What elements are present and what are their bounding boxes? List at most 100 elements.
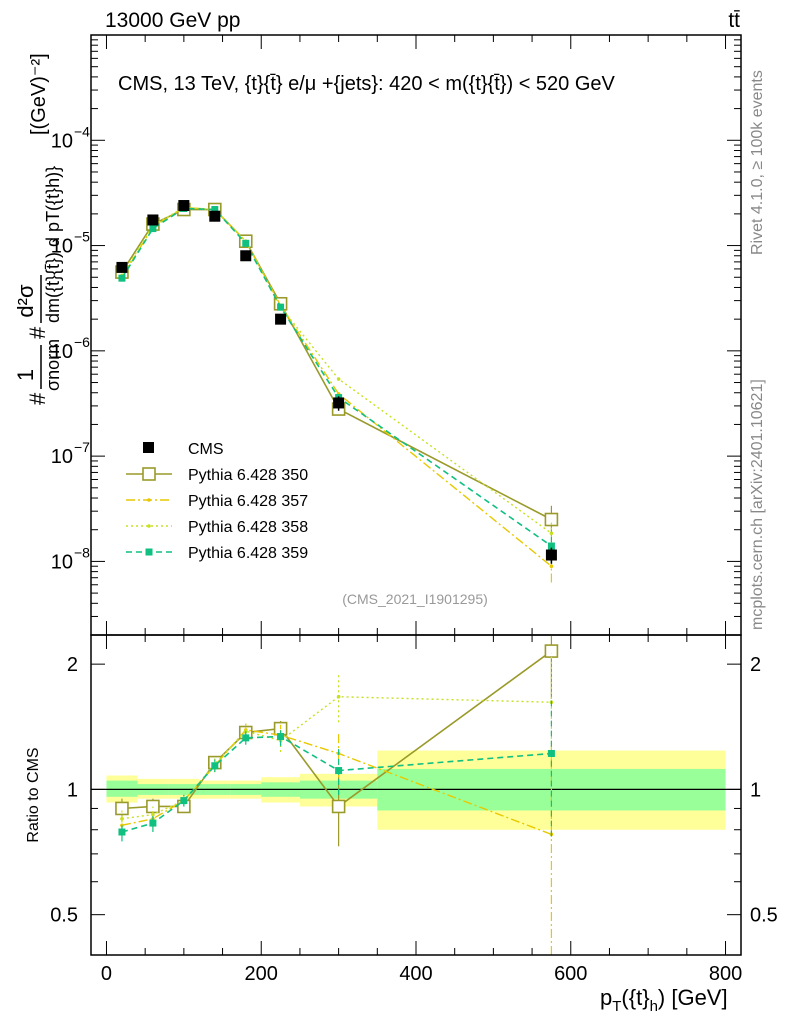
series-point-p359 bbox=[118, 274, 126, 282]
series-point-p357 bbox=[549, 564, 554, 569]
ratio-point-p358 bbox=[120, 816, 124, 821]
ratio-point-p350 bbox=[544, 644, 559, 658]
main-y-tick-exponent: −6 bbox=[74, 334, 90, 350]
ratio-y-tick-label-right: 1 bbox=[750, 779, 761, 801]
ratio-point-p357 bbox=[120, 823, 124, 828]
main-panel: 10−810−710−610−510−4 CMS, 13 TeV, {t}{t̄… bbox=[13, 34, 742, 636]
ratio-panel: 0.5 0.5 1 1 2 2 0 200 400 600 800 Ratio to CMS pT… bbox=[25, 634, 778, 1015]
ratio-x-tick-label: 200 bbox=[245, 963, 278, 985]
legend-label-cms: CMS bbox=[188, 441, 224, 458]
series-line-p358 bbox=[121, 206, 552, 534]
ratio-x-tick-label: 600 bbox=[554, 963, 587, 985]
series-point-p359 bbox=[242, 239, 250, 247]
svg-text:pT({t}h) [GeV]: pT({t}h) [GeV] bbox=[600, 985, 728, 1015]
cms-point bbox=[275, 313, 287, 325]
x-axis-label: pT({t}h) [GeV] bbox=[600, 985, 728, 1015]
series-line-p357 bbox=[121, 206, 552, 567]
ratio-y-tick-label-left: 1 bbox=[67, 779, 78, 801]
ratio-point-p359 bbox=[118, 828, 126, 836]
main-y-ticks: 10−810−710−610−510−4 bbox=[51, 39, 741, 636]
series-point-p358 bbox=[549, 531, 554, 536]
ratio-plot-area bbox=[115, 635, 559, 955]
main-y-tick-label: 10 bbox=[51, 446, 73, 468]
ratio-uncertainty-bands bbox=[91, 750, 741, 830]
legend-marker-p350 bbox=[142, 467, 156, 481]
ylabel-den1: σnorm bbox=[43, 339, 63, 391]
ratio-line-p358 bbox=[121, 696, 552, 820]
legend-label-p357: Pythia 6.428 357 bbox=[188, 493, 308, 510]
ratio-point-p359 bbox=[149, 819, 157, 827]
watermark-label: (CMS_2021_I1901295) bbox=[342, 591, 488, 607]
xlabel-base: p bbox=[600, 985, 612, 1010]
ratio-y-ticks: 0.5 0.5 1 1 2 2 bbox=[50, 654, 778, 927]
main-y-tick-label: 10 bbox=[51, 236, 73, 258]
header-collision: 13000 GeV pp bbox=[105, 9, 240, 32]
xlabel-open: ({t} bbox=[621, 985, 649, 1010]
main-y-tick-exponent: −5 bbox=[74, 229, 90, 245]
cms-point bbox=[116, 261, 128, 273]
legend-label-p350: Pythia 6.428 350 bbox=[188, 467, 308, 484]
ratio-band-inner bbox=[106, 780, 138, 797]
legend-label-p358: Pythia 6.428 358 bbox=[188, 519, 308, 536]
ratio-y-axis-label: Ratio to CMS bbox=[25, 747, 42, 842]
cms-point bbox=[178, 200, 190, 212]
xlabel-sub2: h bbox=[650, 998, 658, 1015]
main-y-axis-label: # 1 σnorm # d²σ dm({t}{t̄}) d pT({t}h)} … bbox=[13, 53, 63, 405]
legend-marker-p357 bbox=[147, 498, 151, 502]
ratio-point-p359 bbox=[180, 797, 188, 805]
ratio-x-tick-label: 800 bbox=[709, 963, 742, 985]
ratio-point-p350 bbox=[331, 799, 346, 814]
main-title: CMS, 13 TeV, {t}{t̄} e/μ +{jets}: 420 < … bbox=[118, 73, 616, 95]
series-point-p359 bbox=[149, 225, 157, 233]
ratio-point-p350 bbox=[115, 801, 129, 816]
xlabel-close: ) [GeV] bbox=[658, 985, 728, 1010]
legend: CMS Pythia 6.428 350 Pythia 6.428 357 Pythi… bbox=[126, 441, 308, 562]
main-y-tick-label: 10 bbox=[51, 551, 73, 573]
ylabel-num2: d²σ bbox=[13, 284, 38, 318]
cms-point bbox=[545, 549, 557, 561]
main-y-tick-label: 10 bbox=[51, 341, 73, 363]
legend-marker-p359 bbox=[145, 548, 153, 556]
ratio-y-tick-label-right: 0.5 bbox=[750, 905, 778, 927]
main-y-tick-label: 10 bbox=[51, 130, 73, 152]
series-point-p350 bbox=[544, 512, 559, 527]
ratio-point-p359 bbox=[335, 767, 343, 775]
series-point-p359 bbox=[547, 542, 555, 550]
series-point-p359 bbox=[211, 206, 219, 214]
ratio-point-p358 bbox=[151, 812, 155, 817]
series-point-p358 bbox=[336, 377, 341, 381]
legend-marker-cms bbox=[143, 442, 154, 453]
header-process: tt̄ bbox=[728, 9, 740, 32]
ratio-point-p359 bbox=[242, 734, 250, 742]
xlabel-sub: T bbox=[612, 998, 621, 1015]
ratio-x-tick-label: 400 bbox=[399, 963, 432, 985]
cms-point bbox=[147, 214, 159, 226]
rivet-version-label: Rivet 4.1.0, ≥ 100k events bbox=[749, 70, 766, 255]
ratio-point-p359 bbox=[211, 762, 219, 770]
legend-marker-p358 bbox=[147, 524, 151, 528]
main-x-ticks bbox=[105, 35, 727, 635]
series-point-p359 bbox=[277, 303, 285, 311]
ratio-y-tick-label-left: 2 bbox=[67, 654, 78, 676]
legend-label-p359: Pythia 6.428 359 bbox=[188, 545, 308, 562]
ratio-point-p359 bbox=[277, 733, 285, 741]
series-line-p359 bbox=[121, 207, 552, 547]
main-y-tick-exponent: −8 bbox=[74, 544, 90, 560]
mcplots-label: mcplots.cern.ch [arXiv:2401.10621] bbox=[749, 379, 766, 630]
main-y-tick-exponent: −7 bbox=[74, 439, 90, 455]
ylabel-den2: dm({t}{t̄}) d pT({t}h)} bbox=[43, 166, 63, 323]
ylabel-units: [(GeV)⁻²] bbox=[28, 53, 50, 135]
ratio-point-p359 bbox=[547, 749, 555, 757]
main-y-tick-exponent: −4 bbox=[74, 123, 90, 139]
ratio-y-tick-label-right: 2 bbox=[750, 654, 761, 676]
cms-point bbox=[333, 397, 345, 409]
ylabel-hash2: # bbox=[25, 326, 50, 339]
cms-point bbox=[209, 210, 221, 222]
ylabel-num1: 1 bbox=[13, 369, 38, 381]
main-plot-area bbox=[115, 200, 559, 583]
series-line-p350 bbox=[121, 208, 552, 521]
ratio-x-ticks: 0 200 400 600 800 bbox=[101, 635, 742, 985]
ylabel-hash1: # bbox=[25, 392, 50, 405]
ratio-point-p358 bbox=[336, 694, 341, 699]
